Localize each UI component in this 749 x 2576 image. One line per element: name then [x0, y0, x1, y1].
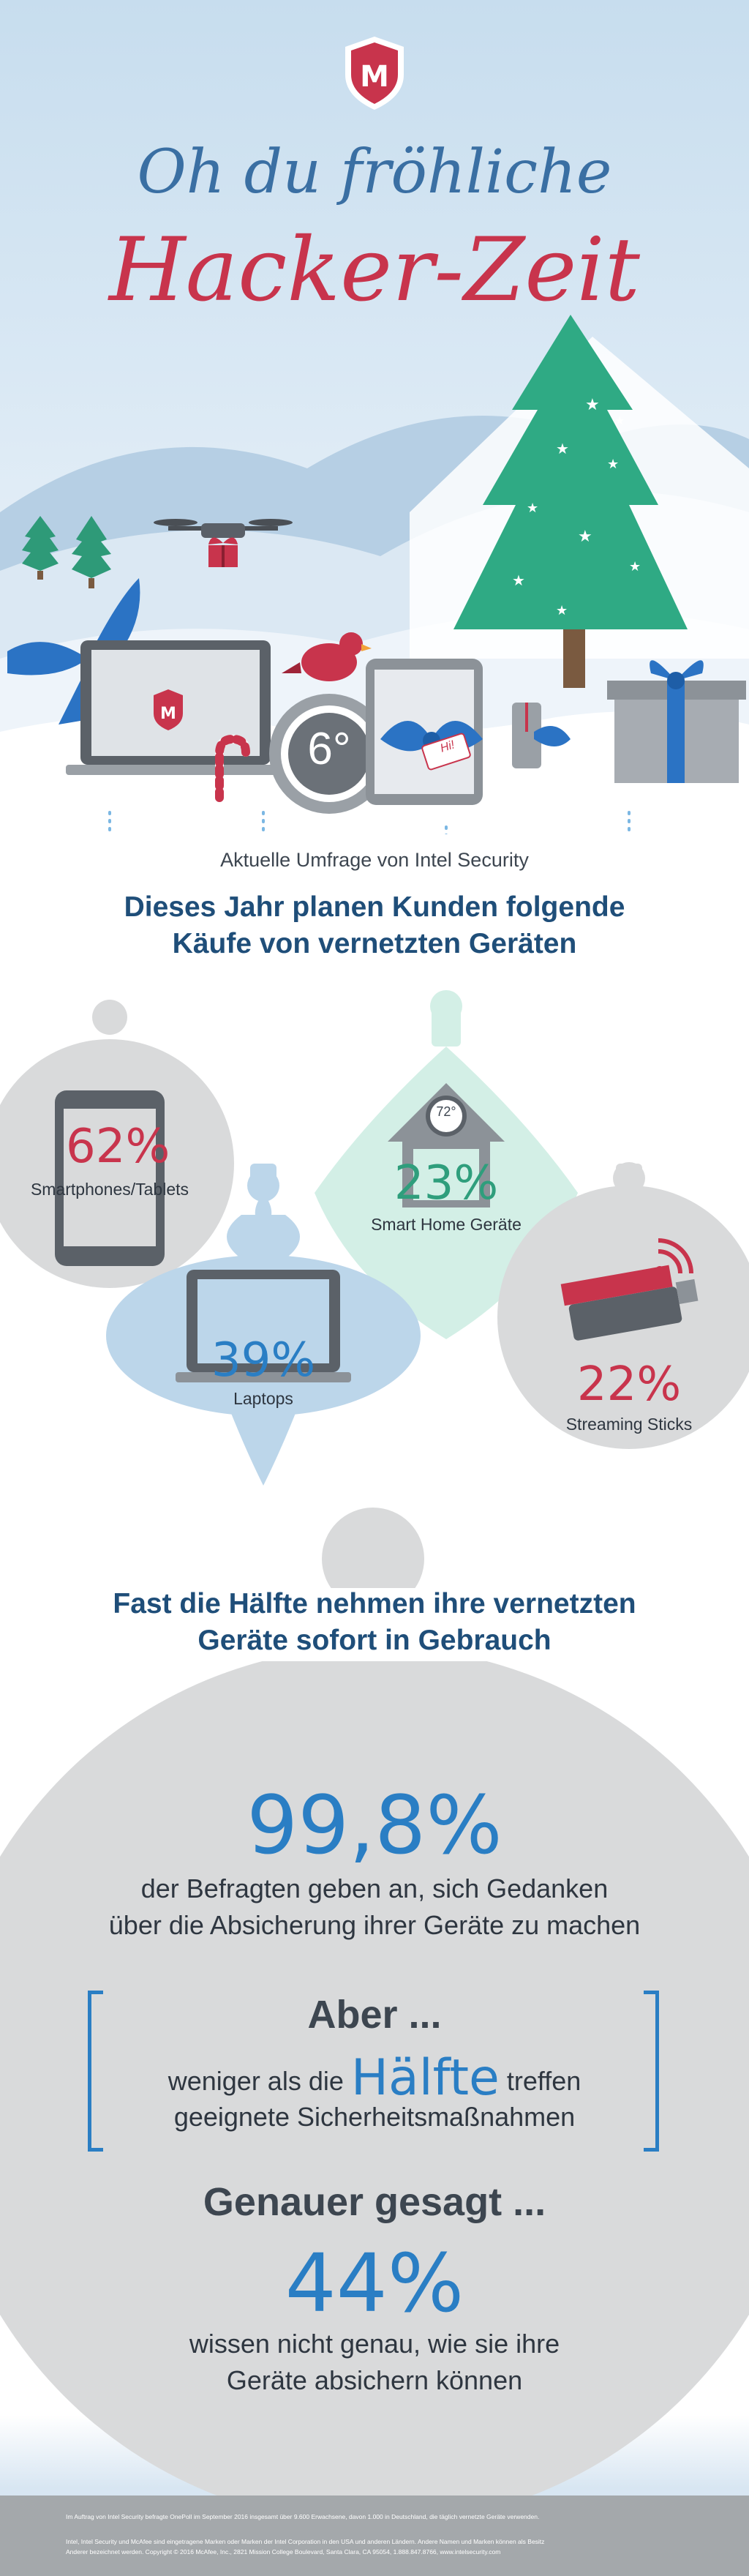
but-highlight: Hälfte — [350, 2049, 500, 2107]
svg-text:★: ★ — [512, 573, 525, 589]
drone-icon — [154, 519, 293, 567]
ornament-smartphones-label: Smartphones/Tablets — [30, 1180, 189, 1199]
svg-text:★: ★ — [607, 457, 619, 471]
ornament-smart-home-label: Smart Home Geräte — [371, 1215, 522, 1234]
svg-text:★: ★ — [578, 527, 592, 545]
svg-text:★: ★ — [527, 501, 538, 515]
ornament-smartphones — [0, 1000, 234, 1288]
svg-text:★: ★ — [556, 441, 569, 457]
laptop-icon — [176, 1270, 351, 1382]
precise-title: Genauer gesagt ... — [203, 2180, 546, 2224]
precise-line-1: wissen nicht genau, wie sie ihre — [189, 2329, 560, 2359]
svg-text:★: ★ — [585, 395, 600, 413]
footer: Im Auftrag von Intel Security befragte O… — [0, 2496, 749, 2576]
christmas-tree-icon: ★ ★ ★ ★ ★ ★ ★ ★ ★ — [453, 315, 688, 688]
security-stat: 99,8% — [246, 1778, 503, 1872]
svg-text:M: M — [360, 60, 389, 94]
winter-scene: ★ ★ ★ ★ ★ ★ ★ ★ ★ M — [0, 315, 749, 834]
bracket-right — [644, 1991, 659, 2152]
security-stat-line-1: der Befragten geben an, sich Gedanken — [140, 1873, 609, 1903]
usage-line-2: Geräte sofort in Gebrauch — [197, 1625, 552, 1656]
candy-cane-icon — [215, 734, 250, 802]
survey-headline-line-1: Dieses Jahr planen Kunden folgende — [124, 891, 625, 923]
ornament-laptops-label: Laptops — [233, 1389, 293, 1408]
ornament-smartphones-percent: 62% — [66, 1120, 170, 1174]
thermostat-temperature: 6° — [307, 724, 351, 774]
svg-text:★: ★ — [556, 603, 568, 618]
grey-gift-box-icon — [607, 660, 746, 783]
ornament-streaming-label: Streaming Sticks — [565, 1415, 693, 1434]
but-line-2: geeignete Sicherheitsmaßnahmen — [173, 2102, 576, 2132]
ornaments-illustration — [0, 990, 749, 1588]
footer-note-2: Intel, Intel Security und McAfee sind ei… — [66, 2538, 545, 2545]
svg-text:★: ★ — [629, 559, 641, 574]
small-tree-left-icon — [22, 516, 111, 588]
bracket-left — [88, 1991, 103, 2152]
precise-line-2: Geräte absichern können — [226, 2365, 523, 2395]
thermostat-icon — [269, 694, 389, 814]
security-ornament — [0, 1661, 749, 2496]
ornament-streaming-percent: 22% — [576, 1358, 682, 1412]
cardinal-bird-icon — [282, 632, 372, 681]
ornament-laptops — [106, 1164, 421, 1486]
but-line-1: weniger als die Hälfte treffen — [0, 2049, 749, 2107]
ornament-security-cap — [322, 1508, 424, 1588]
ornament-smart-home-percent: 23% — [394, 1156, 499, 1210]
survey-source: Aktuelle Umfrage von Intel Security — [220, 849, 529, 871]
title-line-1: Oh du fröhliche — [137, 138, 612, 207]
ornament-streaming-sticks — [497, 1162, 749, 1449]
title-line-2: Hacker-Zeit — [108, 220, 641, 321]
svg-text:★: ★ — [614, 415, 625, 427]
but-pre: weniger als die — [168, 2066, 344, 2096]
footer-note-1: Im Auftrag von Intel Security befragte O… — [66, 2513, 540, 2520]
ornament-laptops-percent: 39% — [211, 1333, 316, 1388]
svg-text:M: M — [160, 705, 176, 723]
laptop-gift-icon: M — [66, 640, 285, 775]
streaming-stick-gift-icon — [512, 703, 571, 768]
gift-tag-icon — [421, 733, 471, 771]
footer-note-3: Anderer bezeichnet werden. Copyright © 2… — [66, 2548, 501, 2556]
smart-home-icon — [388, 1083, 505, 1208]
precise-stat: 44% — [285, 2236, 464, 2330]
usage-line-1: Fast die Hälfte nehmen ihre vernetzten — [113, 1588, 636, 1620]
mcafee-shield-icon: M — [345, 37, 404, 110]
but-post: treffen — [506, 2066, 581, 2096]
survey-headline-line-2: Käufe von vernetzten Geräten — [172, 928, 577, 959]
mcafee-shield-icon — [154, 689, 183, 730]
tablet-gift-icon — [366, 659, 483, 805]
smart-home-badge: 72° — [436, 1104, 456, 1119]
but-title: Aber ... — [307, 1993, 442, 2037]
security-stat-line-2: über die Absicherung ihrer Geräte zu mac… — [108, 1910, 641, 1940]
streaming-stick-icon — [560, 1238, 699, 1341]
